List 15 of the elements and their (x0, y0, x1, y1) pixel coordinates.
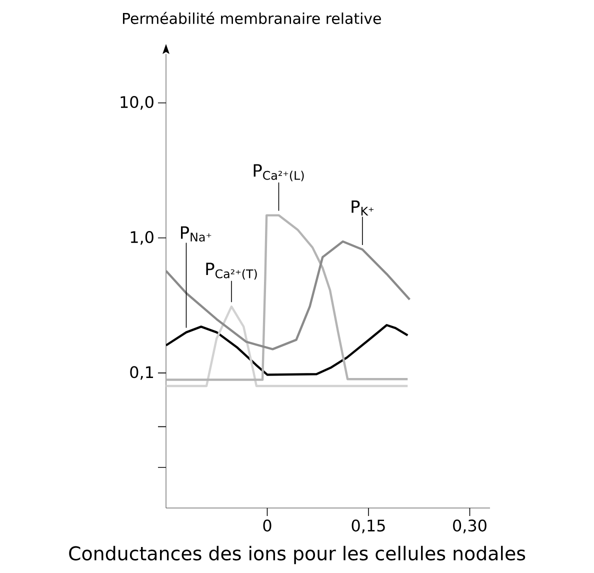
text: P$_{Na⁺}$ (181, 226, 212, 242)
x-tick-label: 0 (263, 520, 272, 532)
line-series (166, 240, 411, 350)
line-series (166, 214, 409, 381)
y-tick-label: 0,1 (130, 366, 154, 380)
series-label: P$_{K⁺}$ (352, 200, 374, 216)
text: P$_{Ca²⁺(T)}$ (206, 262, 257, 280)
text: P$_{Ca²⁺(L)}$ (254, 164, 304, 182)
y-tick-label: 1,0 (130, 231, 154, 245)
x-tick-label: 0,30 (453, 520, 486, 534)
x-tick-label: 0,15 (352, 520, 385, 534)
text: Conductances des ions pour les cellules nodales (69, 546, 526, 564)
line-series (166, 305, 409, 388)
y-tick-label: 10,0 (120, 96, 154, 110)
y-axis-title: Perméabilité membranaire relative (122, 12, 381, 24)
